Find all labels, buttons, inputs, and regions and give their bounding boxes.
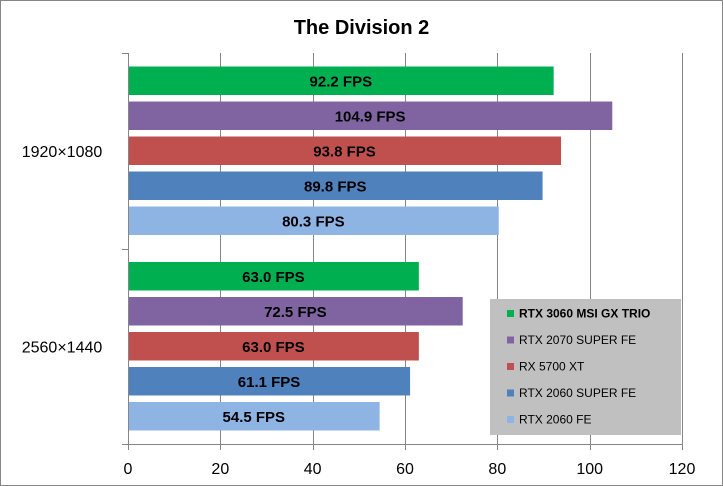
x-tick-label-80: 80 [488, 461, 506, 478]
legend-swatch-rtx-2070-super-fe [507, 336, 514, 344]
bar-label-rtx-2070-super-fe-1920-1080: 104.9 FPS [335, 108, 406, 125]
legend-box [490, 299, 681, 435]
x-tick-label-120: 120 [669, 461, 696, 478]
bar-rx-5700-xt-2560-1440 [128, 332, 419, 361]
bar-label-rtx-2060-super-fe-1920-1080: 89.8 FPS [304, 178, 367, 195]
bar-label-rtx-3060-msi-gx-trio-1920-1080: 92.2 FPS [310, 73, 373, 90]
x-tick-label-20: 20 [211, 461, 229, 478]
bar-rtx-3060-msi-gx-trio-1920-1080 [128, 66, 554, 95]
legend-swatch-rtx-2060-super-fe [507, 389, 514, 397]
bar-label-rtx-2060-super-fe-2560-1440: 61.1 FPS [238, 374, 301, 391]
legend-swatch-rtx-2060-fe [507, 416, 514, 423]
legend: RTX 3060 MSI GX TRIO RTX 2070 SUPER FE RX … [490, 299, 681, 435]
bars: 92.2 FPS 104.9 FPS 93.8 FPS 89.8 FPS 80.3 FP… [128, 66, 613, 431]
bar-label-rtx-2060-fe-2560-1440: 54.5 FPS [223, 409, 286, 426]
legend-label-rtx-3060-msi-gx-trio: RTX 3060 MSI GX TRIO [519, 307, 650, 321]
bar-label-rtx-2060-fe-1920-1080: 80.3 FPS [282, 213, 345, 230]
bar-label-rx-5700-xt-2560-1440: 63.0 FPS [242, 339, 305, 356]
legend-label-rtx-2060-fe: RTX 2060 FE [519, 413, 591, 427]
bar-rtx-2060-fe-2560-1440 [128, 402, 380, 431]
bar-rx-5700-xt-1920-1080 [128, 136, 562, 165]
bar-rtx-2070-super-fe-1920-1080 [128, 101, 613, 130]
bar-rtx-3060-msi-gx-trio-2560-1440 [128, 262, 419, 291]
axes: 0 20 40 60 80 100 120 1920×1080 2560×1440 [22, 53, 696, 478]
x-tick-label-0: 0 [124, 461, 133, 478]
bar-rtx-2070-super-fe-2560-1440 [128, 297, 463, 326]
bar-label-rtx-2070-super-fe-2560-1440: 72.5 FPS [264, 304, 327, 321]
y-tick-label-2560-1440: 2560×1440 [22, 339, 103, 356]
legend-swatch-rx-5700-xt [507, 363, 514, 370]
bar-rtx-2060-fe-1920-1080 [128, 206, 499, 235]
bar-rtx-2060-super-fe-2560-1440 [128, 367, 411, 396]
legend-label-rtx-2070-super-fe: RTX 2070 SUPER FE [519, 333, 636, 347]
chart-title: The Division 2 [294, 17, 430, 39]
bar-label-rx-5700-xt-1920-1080: 93.8 FPS [313, 143, 376, 160]
x-tick-label-100: 100 [576, 461, 603, 478]
legend-label-rtx-2060-super-fe: RTX 2060 SUPER FE [519, 386, 636, 400]
x-tick-label-40: 40 [304, 461, 322, 478]
legend-label-rx-5700-xt: RX 5700 XT [519, 360, 585, 374]
x-tick-label-60: 60 [396, 461, 414, 478]
bar-rtx-2060-super-fe-1920-1080 [128, 171, 543, 200]
bar-label-rtx-3060-msi-gx-trio-2560-1440: 63.0 FPS [242, 269, 305, 286]
y-tick-label-1920-1080: 1920×1080 [22, 144, 103, 161]
legend-swatch-rtx-3060-msi-gx-trio [507, 310, 514, 317]
